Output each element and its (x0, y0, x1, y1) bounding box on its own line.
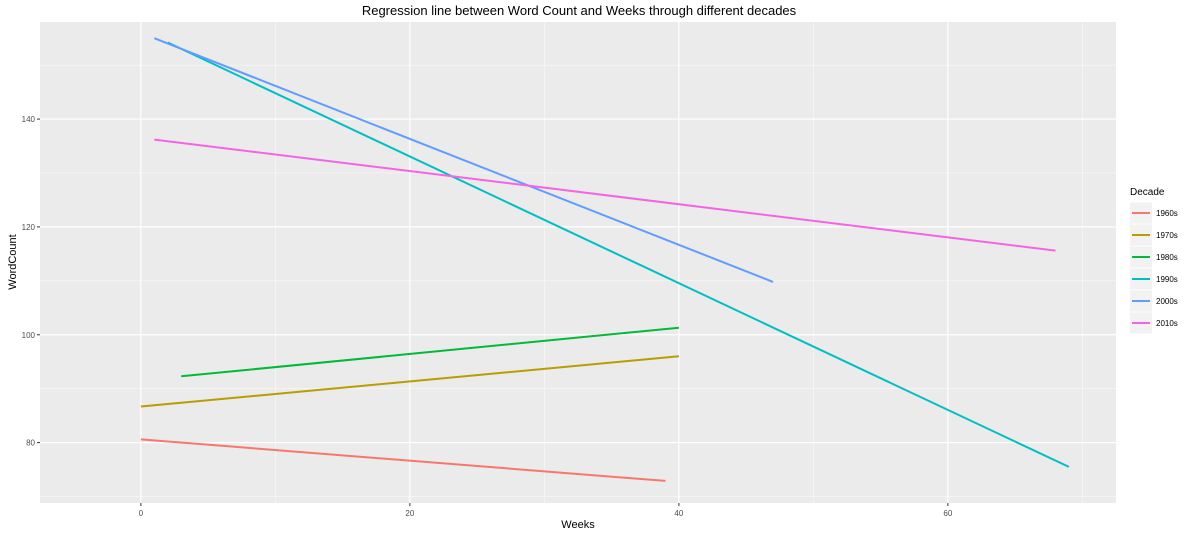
x-tick-label: 0 (139, 509, 144, 518)
x-axis: 0 20 40 60 (139, 503, 953, 518)
legend-items: 1960s 1970s 1980s 1990s 2000s 2010s (1130, 202, 1178, 334)
series-line-1960s (140, 438, 666, 482)
legend-title: Decade (1130, 187, 1165, 198)
legend-label-1990s: 1990s (1156, 275, 1178, 284)
major-gridlines (40, 22, 1116, 503)
series-line-1970s (140, 355, 679, 408)
legend-label-1980s: 1980s (1156, 253, 1178, 262)
legend-label-1960s: 1960s (1156, 209, 1178, 218)
minor-gridlines (40, 22, 1116, 503)
series-line-2010s (154, 138, 1056, 252)
plot-panel (40, 22, 1116, 503)
x-tick-label: 20 (405, 509, 414, 518)
y-axis-title: WordCount (7, 234, 19, 289)
x-tick-label: 40 (674, 509, 683, 518)
y-tick-label: 100 (22, 331, 36, 340)
series-line-1980s (181, 326, 679, 378)
series-line-1990s (167, 41, 1070, 468)
y-tick-label: 120 (22, 223, 36, 232)
series-lines (140, 37, 1070, 482)
y-axis: 80 100 120 140 (22, 115, 40, 448)
legend: Decade 1960s 1970s 1980s 1990s 2000s 2010s (1130, 187, 1178, 334)
y-tick-label: 80 (26, 439, 35, 448)
series-line-2000s (153, 37, 774, 283)
x-axis-title: Weeks (561, 519, 595, 531)
x-tick-label: 60 (943, 509, 952, 518)
legend-label-1970s: 1970s (1156, 231, 1178, 240)
legend-label-2010s: 2010s (1156, 319, 1178, 328)
legend-label-2000s: 2000s (1156, 297, 1178, 306)
y-tick-label: 140 (22, 115, 36, 124)
chart-title: Regression line between Word Count and W… (362, 3, 797, 18)
